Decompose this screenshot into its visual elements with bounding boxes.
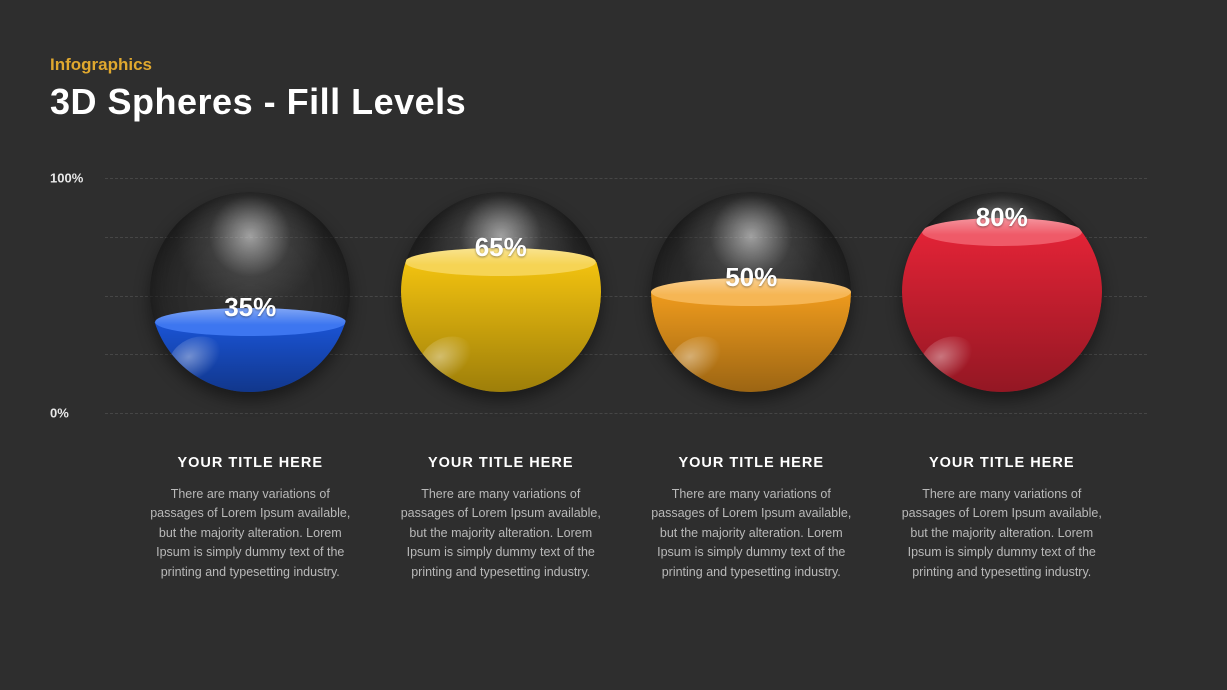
caption-title: YOUR TITLE HERE xyxy=(644,455,859,471)
caption-title: YOUR TITLE HERE xyxy=(143,455,358,471)
sphere-item: 80% xyxy=(877,178,1128,413)
sphere-item: 50% xyxy=(626,178,877,413)
sphere-item: 35% xyxy=(125,178,376,413)
axis-label-max: 100% xyxy=(50,171,83,186)
sphere-fill xyxy=(401,262,601,392)
caption-body: There are many variations of passages of… xyxy=(644,485,859,582)
caption-title: YOUR TITLE HERE xyxy=(394,455,609,471)
sphere-item: 65% xyxy=(376,178,627,413)
sphere-glass: 50% xyxy=(651,192,851,392)
caption-body: There are many variations of passages of… xyxy=(394,485,609,582)
sphere-glass: 80% xyxy=(902,192,1102,392)
sphere-glass: 35% xyxy=(150,192,350,392)
caption-title: YOUR TITLE HERE xyxy=(895,455,1110,471)
sphere-row: 35% 65% 50% 80% xyxy=(105,178,1147,413)
caption-body: There are many variations of passages of… xyxy=(143,485,358,582)
sphere-percent-label: 80% xyxy=(902,202,1102,233)
sphere-caption: YOUR TITLE HERE There are many variation… xyxy=(626,455,877,582)
sphere-percent-label: 35% xyxy=(150,292,350,323)
sphere-caption: YOUR TITLE HERE There are many variation… xyxy=(376,455,627,582)
sphere-percent-label: 50% xyxy=(651,262,851,293)
page-title: 3D Spheres - Fill Levels xyxy=(50,81,1177,123)
sphere-percent-label: 65% xyxy=(401,232,601,263)
caption-body: There are many variations of passages of… xyxy=(895,485,1110,582)
eyebrow: Infographics xyxy=(50,55,1177,75)
caption-row: YOUR TITLE HERE There are many variation… xyxy=(105,455,1147,582)
sphere-caption: YOUR TITLE HERE There are many variation… xyxy=(125,455,376,582)
slide: Infographics 3D Spheres - Fill Levels 10… xyxy=(0,0,1227,690)
sphere-glass: 65% xyxy=(401,192,601,392)
sphere-chart: 100% 0% 35% 65% 50% xyxy=(105,178,1147,413)
axis-label-min: 0% xyxy=(50,406,69,421)
sphere-fill xyxy=(651,292,851,392)
sphere-caption: YOUR TITLE HERE There are many variation… xyxy=(877,455,1128,582)
sphere-fill xyxy=(902,232,1102,392)
